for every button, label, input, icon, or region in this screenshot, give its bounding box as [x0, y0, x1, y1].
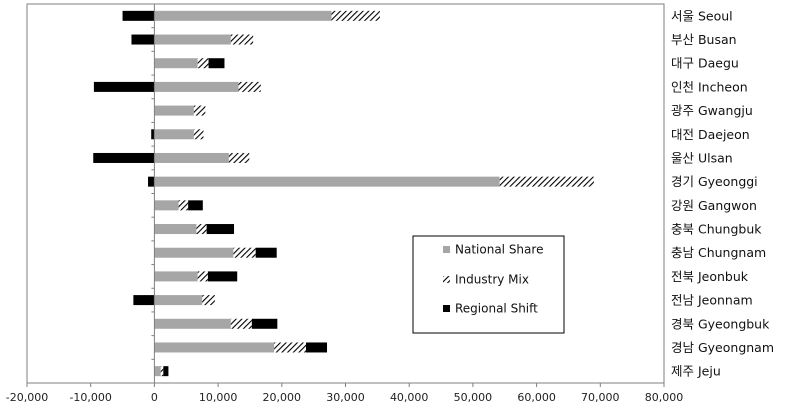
bar-industry-mix: [197, 271, 208, 282]
bar-regional-shift: [133, 295, 155, 306]
bar-regional-shift: [251, 318, 278, 329]
bar-industry-mix: [196, 224, 207, 235]
x-tick-label: 0: [151, 391, 158, 404]
bar-regional-shift: [131, 34, 155, 45]
category-label: 강원 Gangwon: [671, 198, 757, 213]
bar-national-share: [154, 58, 198, 69]
category-label: 전북 Jeonbuk: [671, 269, 749, 284]
bar-industry-mix: [197, 58, 209, 69]
legend-label: Industry Mix: [455, 273, 529, 287]
bar-industry-mix: [233, 247, 256, 258]
bar-national-share: [154, 342, 275, 353]
bar-industry-mix: [202, 295, 215, 306]
bar-national-share: [154, 366, 161, 377]
legend-label: Regional Shift: [455, 302, 538, 316]
category-label: 전남 Jeonnam: [671, 293, 753, 308]
x-tick-label: 50,000: [454, 391, 493, 404]
category-label: 충북 Chungbuk: [671, 222, 762, 237]
bar-national-share: [154, 271, 198, 282]
x-tick-label: 30,000: [326, 391, 365, 404]
bar-regional-shift: [93, 81, 155, 92]
legend-box: [412, 235, 565, 334]
bar-industry-mix: [331, 10, 380, 21]
x-tick-label: 40,000: [390, 391, 429, 404]
x-tick-label: -20,000: [6, 391, 48, 404]
category-label: 울산 Ulsan: [671, 150, 733, 165]
bar-national-share: [154, 200, 179, 211]
bar-national-share: [154, 105, 194, 116]
category-label: 인천 Incheon: [671, 79, 748, 94]
bar-regional-shift: [122, 10, 155, 21]
bar-regional-shift: [93, 152, 155, 163]
category-label: 서울 Seoul: [671, 8, 733, 23]
bar-industry-mix: [193, 129, 204, 140]
category-label: 제주 Jeju: [671, 364, 721, 379]
x-axis: -20,000 -10,000 0 10,000 20,000 30,000 40,000 5…: [6, 383, 683, 404]
x-tick-label: 10,000: [199, 391, 238, 404]
category-label: 경기 Gyeonggi: [671, 174, 758, 189]
bar-industry-mix: [230, 34, 254, 45]
bar-industry-mix: [238, 81, 261, 92]
legend-swatch: [443, 246, 450, 253]
bar-regional-shift: [151, 129, 155, 140]
bar-regional-shift: [206, 224, 235, 235]
bar-industry-mix: [230, 318, 252, 329]
bar-industry-mix: [193, 105, 206, 116]
x-tick-label: -10,000: [69, 391, 111, 404]
x-tick-label: 70,000: [581, 391, 620, 404]
x-tick-label: 20,000: [263, 391, 302, 404]
bar-regional-shift: [163, 366, 169, 377]
bar-national-share: [154, 10, 332, 21]
category-labels: 서울 Seoul 부산 Busan 대구 Daegu 인천 Incheon 광주 Gwa…: [671, 8, 774, 378]
bar-regional-shift: [208, 58, 225, 69]
bar-industry-mix: [499, 176, 594, 187]
bar-national-share: [154, 152, 229, 163]
legend-label: National Share: [455, 243, 543, 257]
bar-national-share: [154, 318, 231, 329]
category-label: 대구 Daegu: [671, 56, 739, 71]
bars: [93, 10, 594, 377]
category-label: 광주 Gwangju: [671, 103, 753, 118]
bar-regional-shift: [255, 247, 277, 258]
plot-area: [26, 3, 665, 384]
bar-industry-mix: [228, 152, 250, 163]
x-tick-label: 60,000: [517, 391, 556, 404]
category-label: 대전 Daejeon: [671, 127, 750, 142]
category-label: 경남 Gyeongnam: [671, 340, 774, 355]
category-label: 부산 Busan: [671, 32, 737, 47]
bar-national-share: [154, 295, 203, 306]
legend-swatch: [443, 305, 450, 312]
legend-swatch: [443, 276, 450, 283]
bar-national-share: [154, 224, 197, 235]
bar-regional-shift: [207, 271, 238, 282]
category-label: 경북 Gyeongbuk: [671, 316, 770, 331]
bar-regional-shift: [188, 200, 203, 211]
category-label: 충남 Chungnam: [671, 245, 766, 260]
bar-national-share: [154, 176, 500, 187]
bar-industry-mix: [178, 200, 189, 211]
bar-industry-mix: [160, 366, 164, 377]
bar-regional-shift: [306, 342, 328, 353]
bar-regional-shift: [148, 176, 155, 187]
bar-industry-mix: [274, 342, 307, 353]
zero-axis: [151, 3, 155, 384]
bar-national-share: [154, 34, 231, 45]
bar-national-share: [154, 247, 234, 258]
bar-national-share: [154, 129, 194, 140]
x-tick-label: 80,000: [645, 391, 684, 404]
bar-national-share: [154, 81, 239, 92]
legend: National Share Industry Mix Regional Shift: [412, 235, 565, 334]
